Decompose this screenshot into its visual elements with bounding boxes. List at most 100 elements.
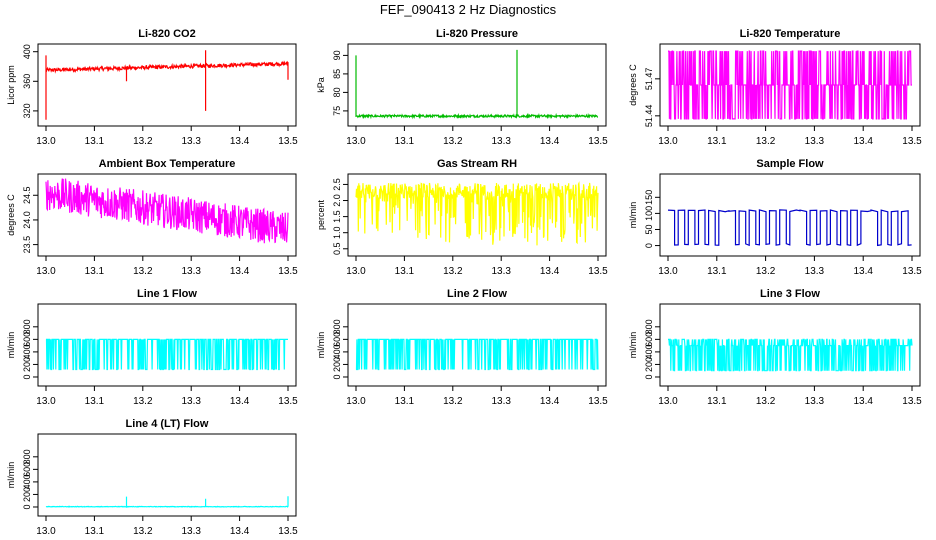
y-axis-label: Licor ppm [6,65,16,105]
plot-frame [659,303,921,387]
x-tick-label: 13.4 [230,266,250,277]
x-tick-label: 13.5 [278,136,298,147]
chart-rh: Gas Stream RH 13.0 13.1 13.2 13.3 13.4 13.5 0.5… [316,158,608,277]
x-tick-label: 13.0 [346,136,366,147]
chart-ambient: Ambient Box Temperature 13.0 13.1 13.2 13.3 1… [6,158,298,277]
chart-title: Li-820 Temperature [740,28,841,40]
x-tick-label: 13.5 [588,396,608,407]
x-tick-label: 13.0 [36,136,56,147]
y-tick-label: 400 [332,344,342,359]
plot-frame [659,173,921,257]
chart-sample-flow: Sample Flow 13.0 13.1 13.2 13.3 13.4 13.5 0 50 10… [628,158,922,277]
y-axis-label: kPa [316,77,326,93]
x-tick-label: 13.3 [491,266,511,277]
plot-frame [347,303,607,387]
x-tick-label: 13.1 [395,136,415,147]
data-series-licor-temp [668,50,912,120]
y-tick-label: 400 [22,344,32,359]
x-tick-label: 13.2 [756,136,776,147]
y-tick-label: 800 [22,449,32,464]
y-tick-label: 150 [644,190,654,205]
y-tick-label: 1.0 [332,226,342,239]
plot-frame [37,303,297,387]
y-tick-label: 50 [644,224,654,234]
y-tick-label: 800 [644,319,654,334]
data-series-line3 [668,338,913,372]
x-tick-label: 13.4 [853,266,873,277]
y-tick-label: 90 [332,50,342,60]
y-axis-label: ml/min [628,202,638,229]
y-axis-label: percent [316,199,326,230]
chart-line3: Line 3 Flow 13.0 13.1 13.2 13.3 13.4 13.5 0 2004… [628,288,922,407]
y-axis-label: degrees C [6,194,16,236]
x-tick-label: 13.2 [133,396,153,407]
y-tick-label: 200 [644,357,654,372]
y-tick-label: 400 [22,44,32,59]
chart-line2: Line 2 Flow 13.0 13.1 13.2 13.3 13.4 13.5 0 2004… [316,288,608,407]
x-tick-label: 13.1 [85,266,105,277]
data-series-line2 [355,338,599,371]
x-tick-label: 13.2 [443,136,463,147]
x-tick-label: 13.2 [133,526,153,537]
x-tick-label: 13.4 [230,396,250,407]
x-tick-label: 13.0 [36,396,56,407]
y-tick-label: 320 [22,103,32,118]
data-series-pressure [355,49,598,120]
y-tick-label: 0 [644,243,654,248]
x-tick-label: 13.5 [278,396,298,407]
chart-pressure: Li-820 Pressure 13.0 13.1 13.2 13.3 13.4 13.5 7… [316,28,608,147]
x-tick-label: 13.2 [133,136,153,147]
y-tick-label: 400 [22,474,32,489]
x-tick-label: 13.4 [853,396,873,407]
y-axis-label: ml/min [6,332,16,359]
x-tick-label: 13.1 [85,396,105,407]
x-tick-label: 13.0 [658,136,678,147]
chart-co2: Li-820 CO2 13.0 13.1 13.2 13.3 13.4 13.5 320 360… [6,28,298,147]
y-tick-label: 0 [22,504,32,509]
x-tick-label: 13.0 [346,396,366,407]
data-series-ambient [45,178,289,244]
x-tick-label: 13.4 [540,266,560,277]
y-tick-label: 51.44 [644,105,654,128]
chart-title: Line 1 Flow [137,288,197,300]
y-axis-label: ml/min [628,332,638,359]
y-tick-label: 0 [332,374,342,379]
chart-title: Gas Stream RH [437,158,517,170]
y-tick-label: 24.0 [22,211,32,229]
y-tick-label: 23.5 [22,236,32,254]
plot-frame [37,173,297,257]
x-tick-label: 13.3 [181,396,201,407]
chart-title: Line 3 Flow [760,288,820,300]
x-tick-label: 13.5 [588,136,608,147]
x-tick-label: 13.5 [902,136,922,147]
x-tick-label: 13.2 [756,396,776,407]
x-tick-label: 13.2 [133,266,153,277]
plot-frame [347,173,607,257]
x-tick-label: 13.1 [395,266,415,277]
y-tick-label: 360 [22,74,32,89]
x-tick-label: 13.0 [658,396,678,407]
figure-title: FEF_090413 2 Hz Diagnostics [379,2,557,17]
x-tick-label: 13.3 [805,266,825,277]
x-tick-label: 13.5 [902,266,922,277]
chart-licor-temp: Li-820 Temperature 13.0 13.1 13.2 13.3 13.4 13… [628,28,922,147]
chart-title: Li-820 CO2 [138,28,195,40]
y-tick-label: 24.5 [22,187,32,205]
x-tick-label: 13.5 [588,266,608,277]
x-tick-label: 13.0 [346,266,366,277]
x-tick-label: 13.3 [181,136,201,147]
y-tick-label: 800 [22,319,32,334]
x-tick-label: 13.2 [756,266,776,277]
x-tick-label: 13.0 [36,266,56,277]
data-series-rh [355,181,599,246]
y-axis-label: ml/min [6,462,16,489]
chart-title: Li-820 Pressure [436,28,518,40]
data-series-sample-flow [667,209,912,247]
chart-line4: Line 4 (LT) Flow 13.0 13.1 13.2 13.3 13.4 13.5… [6,418,298,537]
y-tick-label: 85 [332,69,342,79]
x-tick-label: 13.3 [805,136,825,147]
y-tick-label: 2.0 [332,194,342,207]
x-tick-label: 13.4 [540,136,560,147]
data-series-co2 [45,50,289,120]
